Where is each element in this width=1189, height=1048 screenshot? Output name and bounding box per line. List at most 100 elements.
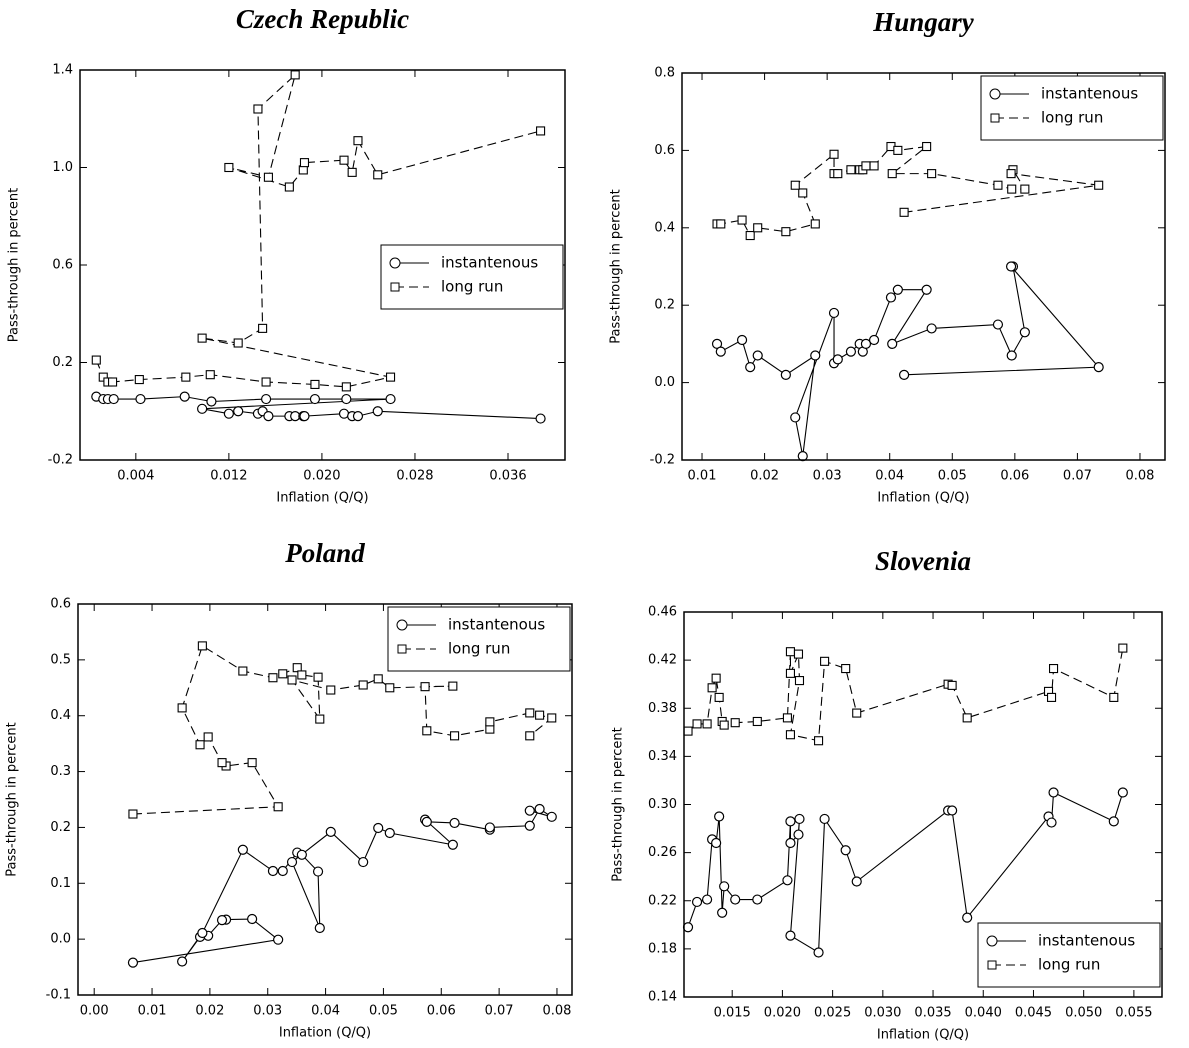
marker xyxy=(547,713,557,723)
x-tick-label: 0.030 xyxy=(864,1006,901,1021)
marker xyxy=(841,663,851,674)
marker xyxy=(752,716,762,727)
marker xyxy=(814,736,824,746)
series-line xyxy=(95,73,541,388)
y-tick-label: 0.2 xyxy=(52,355,73,370)
legend-marker xyxy=(390,282,400,292)
marker xyxy=(277,865,288,877)
marker xyxy=(793,649,804,659)
marker xyxy=(947,805,958,816)
marker xyxy=(810,350,821,361)
marker xyxy=(309,393,321,405)
marker xyxy=(921,284,932,295)
marker xyxy=(297,670,307,680)
marker xyxy=(860,338,872,349)
marker xyxy=(745,230,755,241)
x-axis-label: Inflation (Q/Q) xyxy=(877,1028,969,1043)
marker xyxy=(785,668,795,678)
marker xyxy=(707,683,717,693)
x-axis-label: Inflation (Q/Q) xyxy=(276,491,368,506)
marker xyxy=(833,169,843,179)
chart-title: Poland xyxy=(284,538,365,568)
marker xyxy=(91,355,101,365)
y-tick-label: 0.4 xyxy=(50,708,71,723)
marker xyxy=(258,323,268,333)
marker xyxy=(267,865,279,877)
x-tick-label: 0.025 xyxy=(814,1006,851,1021)
marker xyxy=(717,907,728,918)
y-axis-label: Pass-through in percent xyxy=(5,722,20,876)
x-tick-label: 0.05 xyxy=(369,1004,398,1019)
marker xyxy=(352,411,364,422)
legend-label: instantenous xyxy=(448,616,545,634)
marker xyxy=(299,158,310,168)
marker xyxy=(315,714,325,724)
marker xyxy=(233,406,244,417)
marker xyxy=(682,922,694,933)
legend-marker xyxy=(990,113,1000,123)
marker xyxy=(714,692,724,702)
marker xyxy=(247,913,258,925)
series-line xyxy=(687,791,1124,954)
marker xyxy=(1109,692,1119,702)
marker xyxy=(247,758,257,768)
marker xyxy=(263,411,274,422)
marker xyxy=(290,70,300,80)
y-tick-label: -0.2 xyxy=(48,453,73,468)
marker xyxy=(422,726,432,736)
plot-frame xyxy=(77,603,573,996)
legend-marker xyxy=(989,88,1001,100)
marker xyxy=(887,338,898,349)
marker xyxy=(197,333,207,343)
x-tick-label: 0.040 xyxy=(965,1006,1002,1021)
marker xyxy=(828,307,840,319)
marker xyxy=(794,676,805,686)
marker xyxy=(314,922,325,934)
marker xyxy=(893,145,903,155)
marker xyxy=(372,406,383,417)
marker xyxy=(992,319,1004,330)
marker xyxy=(373,822,384,834)
x-tick-label: 0.03 xyxy=(813,469,842,484)
x-tick-label: 0.00 xyxy=(80,1004,109,1019)
x-tick-label: 0.03 xyxy=(253,1004,282,1019)
marker xyxy=(179,391,190,402)
y-tick-label: 0.6 xyxy=(52,258,73,273)
marker xyxy=(926,323,937,334)
y-tick-label: 0.14 xyxy=(648,990,677,1005)
x-tick-label: 0.04 xyxy=(311,1004,340,1019)
x-tick-label: 0.05 xyxy=(938,469,967,484)
marker xyxy=(313,672,323,682)
marker xyxy=(273,802,283,812)
marker xyxy=(292,663,302,673)
marker xyxy=(384,827,395,839)
panel: Hungary Inflation (Q/Q) Pass-through in pe… xyxy=(609,7,1166,506)
marker xyxy=(832,354,843,365)
y-tick-label: 0.0 xyxy=(50,932,71,947)
legend-marker xyxy=(397,644,407,654)
legend: instantenous long run xyxy=(977,922,1161,988)
marker xyxy=(312,866,324,877)
marker xyxy=(780,369,791,380)
x-tick-label: 0.020 xyxy=(764,1006,801,1021)
y-tick-label: 0.18 xyxy=(648,941,677,956)
marker xyxy=(128,809,138,819)
marker xyxy=(546,811,557,822)
marker xyxy=(719,720,729,730)
marker xyxy=(730,718,740,728)
marker xyxy=(785,730,795,740)
x-tick-label: 0.020 xyxy=(303,469,340,484)
x-tick-label: 0.02 xyxy=(750,469,779,484)
series-line xyxy=(687,647,1124,742)
marker xyxy=(785,837,796,849)
marker xyxy=(691,896,703,908)
marker xyxy=(296,849,307,860)
marker xyxy=(358,680,368,690)
marker xyxy=(785,930,796,941)
marker xyxy=(385,393,396,405)
x-tick-label: 0.02 xyxy=(195,1004,224,1019)
marker xyxy=(535,710,545,720)
marker xyxy=(846,165,856,175)
marker xyxy=(385,683,395,693)
y-tick-label: 0.26 xyxy=(648,845,677,860)
